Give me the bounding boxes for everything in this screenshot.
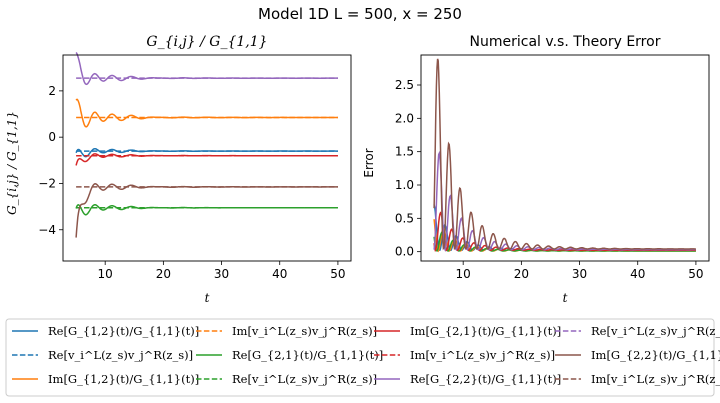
x-tick-label: 20 bbox=[514, 267, 529, 281]
legend-label: Im[v_i^L(z_s)v_j^R(z_s)] bbox=[232, 324, 377, 338]
left-axes-ylabel: G_{i,j} / G_{1,1} bbox=[5, 111, 19, 215]
legend-label: Im[G_{2,1}(t)/G_{1,1}(t)] bbox=[410, 324, 561, 338]
y-tick-label: −2 bbox=[38, 176, 56, 190]
x-tick-label: 40 bbox=[630, 267, 645, 281]
legend-frame bbox=[5, 318, 715, 397]
legend: Re[G_{1,2}(t)/G_{1,1}(t)] Re[v_i^L(z_s)v_… bbox=[5, 318, 720, 397]
series-error-line bbox=[433, 58, 696, 251]
y-tick-label: 2.0 bbox=[395, 111, 414, 125]
y-tick-label: 0.5 bbox=[395, 211, 414, 225]
right-axes-frame bbox=[420, 54, 710, 262]
right-axes-ticks: 10 20 30 40 50 0.0 0.5 1.0 1.5 2.0 2.5 bbox=[395, 78, 704, 281]
left-axes-frame bbox=[62, 54, 352, 262]
x-tick-label: 30 bbox=[572, 267, 587, 281]
left-axes-title: G_{i,j} / G_{1,1} bbox=[146, 34, 267, 50]
legend-entries: Re[G_{1,2}(t)/G_{1,1}(t)] Re[v_i^L(z_s)v_… bbox=[12, 324, 720, 386]
left-axes-ticks: 10 20 30 40 50 −4 −2 0 2 bbox=[38, 84, 345, 281]
legend-label: Im[G_{1,2}(t)/G_{1,1}(t)] bbox=[48, 372, 199, 386]
x-tick-label: 50 bbox=[688, 267, 703, 281]
left-axes: G_{i,j} / G_{1,1} t G_{i,j} / G_{1,1} 10… bbox=[5, 34, 352, 305]
series-numerical-line bbox=[75, 52, 338, 86]
right-axes-xlabel: t bbox=[563, 291, 568, 305]
legend-label: Im[v_i^L(z_s)v_j^R(z_s)] bbox=[591, 372, 720, 386]
y-tick-label: 2 bbox=[48, 84, 56, 98]
right-axes-ylabel: Error bbox=[362, 148, 376, 177]
left-axes-series bbox=[75, 52, 338, 238]
right-axes-series bbox=[433, 58, 696, 253]
y-tick-label: 0.0 bbox=[395, 245, 414, 259]
right-axes-title: Numerical v.s. Theory Error bbox=[470, 34, 661, 50]
legend-label: Im[G_{2,2}(t)/G_{1,1}(t)] bbox=[591, 348, 720, 362]
suptitle: Model 1D L = 500, x = 250 bbox=[258, 5, 462, 23]
series-numerical-line bbox=[75, 203, 338, 216]
right-axes: Numerical v.s. Theory Error t Error 10 20… bbox=[362, 34, 710, 305]
x-tick-label: 10 bbox=[456, 267, 471, 281]
y-tick-label: 1.0 bbox=[395, 178, 414, 192]
y-tick-label: 1.5 bbox=[395, 145, 414, 159]
y-tick-label: 2.5 bbox=[395, 78, 414, 92]
legend-label: Re[v_i^L(z_s)v_j^R(z_s)] bbox=[232, 372, 377, 386]
x-tick-label: 40 bbox=[272, 267, 287, 281]
y-tick-label: 0 bbox=[48, 130, 56, 144]
series-numerical-line bbox=[75, 183, 338, 238]
y-tick-label: −4 bbox=[38, 223, 56, 237]
legend-label: Re[v_i^L(z_s)v_j^R(z_s)] bbox=[48, 348, 193, 362]
legend-label: Re[G_{1,2}(t)/G_{1,1}(t)] bbox=[48, 324, 199, 338]
x-tick-label: 20 bbox=[156, 267, 171, 281]
x-tick-label: 30 bbox=[214, 267, 229, 281]
legend-label: Re[G_{2,2}(t)/G_{1,1}(t)] bbox=[410, 372, 561, 386]
x-tick-label: 10 bbox=[98, 267, 113, 281]
legend-label: Re[v_i^L(z_s)v_j^R(z_s)] bbox=[591, 324, 720, 338]
x-tick-label: 50 bbox=[330, 267, 345, 281]
series-numerical-line bbox=[75, 98, 338, 128]
series-error-line bbox=[433, 150, 696, 253]
legend-label: Re[G_{2,1}(t)/G_{1,1}(t)] bbox=[232, 348, 383, 362]
left-axes-xlabel: t bbox=[205, 291, 210, 305]
legend-label: Im[v_i^L(z_s)v_j^R(z_s)] bbox=[410, 348, 555, 362]
